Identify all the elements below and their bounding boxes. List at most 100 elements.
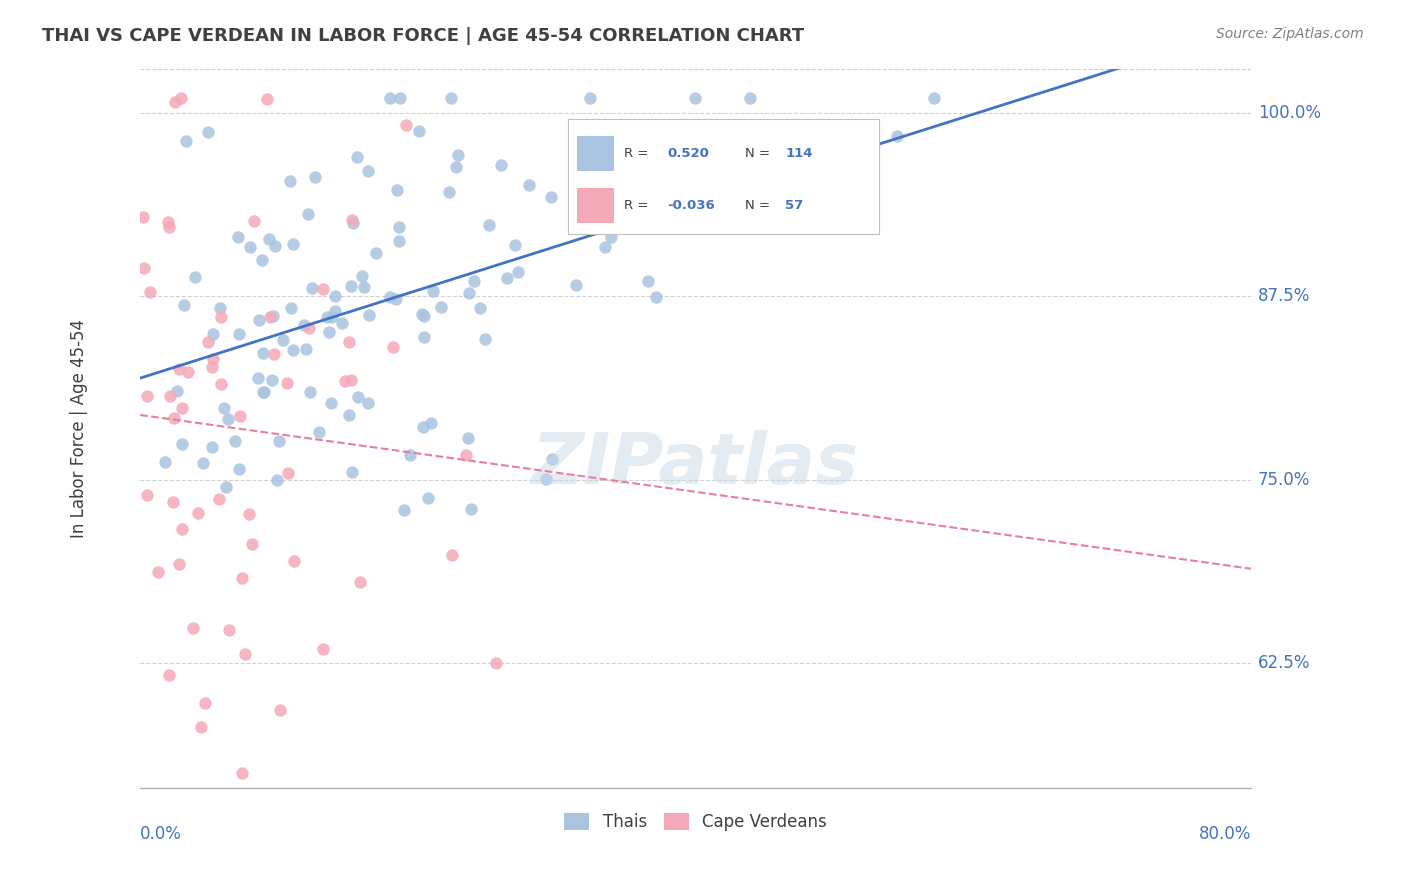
Point <box>136 488 159 502</box>
Point <box>346 390 368 404</box>
Point <box>340 465 363 479</box>
Text: 100.0%: 100.0% <box>1258 103 1320 121</box>
Point <box>202 327 225 342</box>
Point <box>215 480 238 494</box>
Point <box>430 300 453 314</box>
Point <box>308 425 330 439</box>
Point <box>269 703 291 717</box>
Point <box>231 571 253 585</box>
Text: 87.5%: 87.5% <box>1258 287 1310 305</box>
Point <box>153 455 176 469</box>
Point <box>209 310 232 325</box>
Point <box>276 376 298 390</box>
Point <box>162 495 184 509</box>
Point <box>460 502 482 516</box>
Point <box>380 290 402 304</box>
Point <box>411 307 433 321</box>
Point <box>201 440 224 454</box>
Point <box>312 642 335 657</box>
Point <box>337 409 360 423</box>
Point <box>157 215 180 229</box>
Point <box>256 92 278 106</box>
Point <box>517 178 540 193</box>
Point <box>278 174 301 188</box>
Point <box>441 548 464 562</box>
Point <box>595 239 617 253</box>
Point <box>239 240 262 254</box>
Point <box>330 316 353 330</box>
Point <box>422 284 444 298</box>
Point <box>266 473 288 487</box>
Point <box>349 574 371 589</box>
Point <box>218 624 240 638</box>
Point <box>233 647 256 661</box>
Point <box>440 91 463 105</box>
Point <box>385 183 408 197</box>
Point <box>162 411 184 425</box>
Point <box>202 351 225 366</box>
Point <box>496 271 519 285</box>
Point <box>209 377 232 392</box>
Point <box>408 124 430 138</box>
Point <box>139 285 162 300</box>
Point <box>357 395 380 409</box>
Point <box>346 150 368 164</box>
Point <box>163 95 186 110</box>
Point <box>263 239 285 253</box>
Point <box>413 310 436 324</box>
Point <box>277 467 299 481</box>
Point <box>412 420 434 434</box>
Point <box>340 278 363 293</box>
Point <box>323 303 346 318</box>
Point <box>159 389 181 403</box>
Point <box>193 456 215 470</box>
Point <box>201 359 224 374</box>
Point <box>534 471 557 485</box>
Point <box>132 260 155 275</box>
Point <box>174 134 197 148</box>
Point <box>294 343 316 357</box>
Point <box>318 325 340 339</box>
Point <box>506 265 529 279</box>
Point <box>340 373 363 387</box>
Point <box>228 326 250 341</box>
Point <box>167 557 190 571</box>
Point <box>457 430 479 444</box>
Legend: Thais, Cape Verdeans: Thais, Cape Verdeans <box>558 806 834 838</box>
Point <box>226 230 249 244</box>
Point <box>489 158 512 172</box>
Point <box>172 522 194 536</box>
Point <box>297 207 319 221</box>
Point <box>304 170 326 185</box>
Text: THAI VS CAPE VERDEAN IN LABOR FORCE | AGE 45-54 CORRELATION CHART: THAI VS CAPE VERDEAN IN LABOR FORCE | AG… <box>42 27 804 45</box>
Point <box>321 310 343 324</box>
Point <box>173 298 195 312</box>
Point <box>166 384 188 398</box>
Point <box>600 229 623 244</box>
Text: Source: ZipAtlas.com: Source: ZipAtlas.com <box>1216 27 1364 41</box>
Point <box>337 334 360 349</box>
Point <box>243 214 266 228</box>
Text: 80.0%: 80.0% <box>1198 825 1251 843</box>
Point <box>298 320 321 334</box>
Point <box>252 345 274 359</box>
Point <box>132 211 155 225</box>
Point <box>444 160 467 174</box>
Point <box>388 91 411 105</box>
Point <box>167 361 190 376</box>
Point <box>240 537 263 551</box>
Point <box>183 621 205 635</box>
Point <box>357 164 380 178</box>
Point <box>388 219 411 234</box>
Text: ZIPatlas: ZIPatlas <box>531 430 859 499</box>
Point <box>238 507 260 521</box>
Point <box>283 554 305 568</box>
Point <box>283 237 305 252</box>
Point <box>922 91 945 105</box>
Point <box>540 189 562 203</box>
Point <box>366 245 388 260</box>
Text: In Labor Force | Age 45-54: In Labor Force | Age 45-54 <box>70 319 89 538</box>
Point <box>644 290 666 304</box>
Point <box>395 118 418 132</box>
Point <box>342 212 364 227</box>
